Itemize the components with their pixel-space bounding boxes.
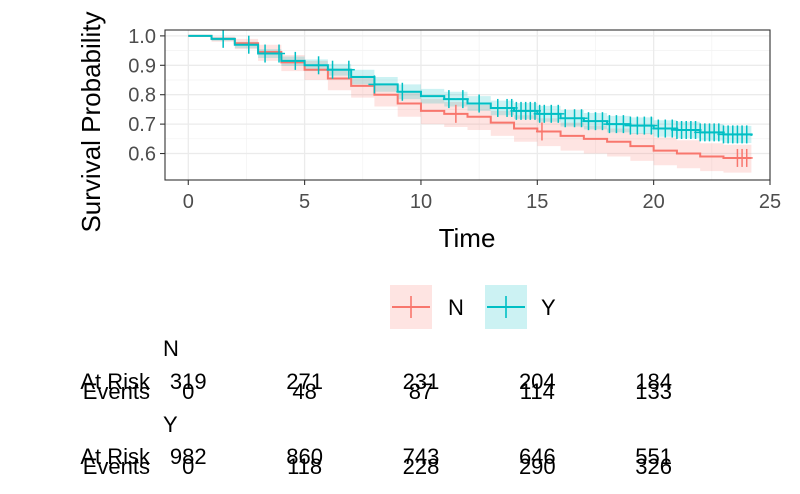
censor-mark-y [396, 82, 409, 101]
censor-marks [217, 29, 753, 167]
at-risk-value: 271 [286, 369, 323, 394]
events-value: 114 [520, 379, 555, 404]
risk-group-title: N [163, 336, 179, 361]
censor-mark-y [259, 44, 272, 63]
censor-mark-n [740, 148, 753, 167]
censor-mark-y [740, 125, 753, 144]
censor-mark-y [217, 29, 230, 48]
legend-item-n: N [390, 285, 464, 329]
events-value: 0 [182, 379, 194, 404]
censor-mark-y [456, 90, 469, 109]
panel-border [164, 29, 771, 181]
events-value: 133 [635, 379, 672, 404]
at-risk-value: 184 [635, 369, 672, 394]
ci-band-y [188, 35, 752, 145]
events-label: Events [83, 379, 150, 404]
y-axis-title: Survival Probability [76, 11, 106, 232]
at-risk-value: 743 [403, 444, 440, 469]
y-tick-label: 1.0 [128, 26, 156, 48]
at-risk-value: 646 [519, 444, 556, 469]
axes-layer: 0 5 10 15 20 25 0.6 0.7 0.8 0.9 1.0 [128, 26, 781, 213]
x-tick-label: 5 [299, 191, 310, 213]
grid-layer [165, 30, 771, 180]
legend-label: Y [541, 295, 556, 320]
censor-mark-y [552, 104, 565, 123]
at-risk-label: At Risk [80, 369, 151, 394]
at-risk-value: 860 [286, 444, 323, 469]
events-value: 0 [182, 454, 194, 479]
censor-mark-n [449, 104, 462, 123]
legend-label: N [448, 295, 464, 320]
x-tick-label: 25 [759, 191, 781, 213]
events-value: 290 [519, 454, 556, 479]
at-risk-label: At Risk [80, 444, 151, 469]
censor-mark-y [242, 35, 255, 54]
at-risk-value: 982 [170, 444, 207, 469]
censor-mark-y [596, 112, 609, 131]
censor-mark-y [312, 56, 325, 75]
censor-mark-y [575, 109, 588, 128]
x-tick-label: 0 [183, 191, 194, 213]
censor-mark-y [473, 94, 486, 113]
y-tick-label: 0.9 [128, 55, 156, 77]
censor-mark-y [289, 51, 302, 70]
x-tick-label: 10 [410, 191, 432, 213]
censor-mark-n [535, 122, 548, 141]
at-risk-value: 551 [635, 444, 672, 469]
censor-mark-y [273, 44, 286, 63]
censor-mark-y [617, 115, 630, 134]
legend-item-y: Y [485, 285, 556, 329]
x-tick-label: 15 [526, 191, 548, 213]
y-tick-label: 0.6 [128, 144, 156, 166]
y-tick-label: 0.8 [128, 85, 156, 107]
events-value: 118 [287, 454, 322, 479]
at-risk-value: 319 [170, 369, 207, 394]
censor-mark-y [326, 60, 339, 79]
censor-mark-y [368, 75, 381, 94]
events-value: 48 [292, 379, 316, 404]
censor-mark-y [645, 116, 658, 135]
censor-mark-y [442, 90, 455, 109]
censor-mark-y [342, 60, 355, 79]
events-label: Events [83, 454, 150, 479]
x-axis-title: Time [439, 223, 496, 253]
events-value: 87 [409, 379, 433, 404]
at-risk-value: 231 [403, 369, 440, 394]
x-tick-label: 20 [643, 191, 665, 213]
at-risk-value: 204 [519, 369, 556, 394]
events-value: 228 [403, 454, 440, 479]
y-tick-label: 0.7 [128, 114, 156, 136]
risk-group-title: Y [163, 412, 178, 437]
events-value: 326 [635, 454, 672, 479]
